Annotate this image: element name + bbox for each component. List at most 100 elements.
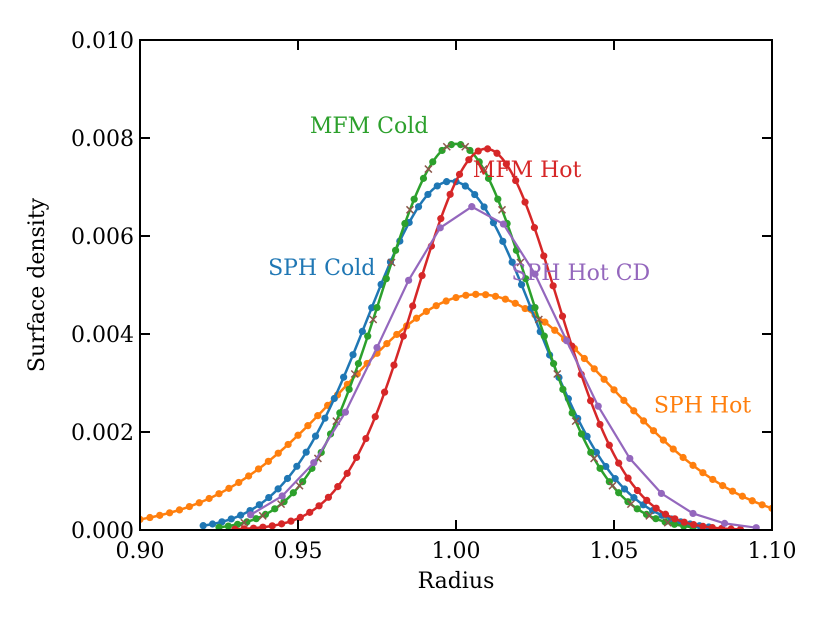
data-point	[728, 487, 737, 495]
data-point	[195, 499, 203, 507]
data-point	[310, 459, 318, 467]
x-tick-label: 1.00	[432, 539, 481, 564]
data-point	[437, 215, 445, 223]
data-point	[626, 454, 634, 463]
data-point	[315, 502, 323, 510]
data-point	[185, 502, 193, 511]
data-point	[596, 420, 604, 429]
data-point	[237, 511, 245, 519]
data-point	[235, 478, 243, 487]
data-point	[600, 375, 608, 383]
data-point	[330, 394, 338, 403]
data-point-cross	[645, 511, 654, 520]
data-point	[249, 524, 258, 530]
data-point	[436, 224, 444, 232]
data-point	[499, 237, 507, 245]
data-point	[689, 521, 698, 529]
data-point	[314, 412, 322, 420]
data-point	[268, 522, 276, 530]
data-point-cross	[405, 205, 415, 214]
data-point	[227, 515, 235, 523]
data-point	[382, 275, 390, 283]
data-point	[324, 493, 333, 501]
data-point	[274, 485, 282, 493]
data-point	[475, 158, 483, 166]
data-point	[699, 522, 707, 530]
data-point	[549, 360, 558, 368]
data-point	[659, 436, 667, 444]
data-point-cross	[516, 258, 525, 267]
data-point	[522, 275, 530, 283]
data-point	[294, 431, 302, 439]
data-point	[531, 304, 539, 312]
data-point	[558, 312, 567, 320]
data-point	[633, 505, 641, 513]
data-point	[208, 520, 217, 528]
data-point	[640, 417, 648, 425]
data-point	[465, 156, 473, 164]
data-point	[577, 430, 586, 438]
data-point	[252, 515, 260, 523]
data-point	[474, 147, 482, 155]
y-tick-label: 0.004	[71, 323, 134, 348]
data-point	[274, 449, 282, 457]
data-point	[494, 195, 502, 203]
data-point	[215, 523, 223, 530]
data-point	[245, 472, 253, 480]
data-point	[657, 489, 666, 498]
data-point	[580, 354, 588, 363]
data-point	[630, 494, 638, 502]
data-point	[443, 178, 451, 186]
data-point-cross	[387, 258, 396, 267]
data-point	[540, 252, 548, 260]
data-point	[484, 174, 493, 182]
data-point-cross	[369, 315, 378, 324]
data-point	[304, 422, 312, 430]
y-axis-title: Surface density	[25, 197, 50, 372]
data-point-cross	[442, 142, 451, 151]
data-point	[512, 176, 520, 185]
data-point	[605, 441, 613, 449]
data-point-cross	[240, 518, 249, 527]
data-point	[480, 203, 488, 211]
data-point	[224, 522, 232, 530]
data-point	[340, 373, 348, 381]
data-point	[719, 482, 727, 490]
data-point	[620, 485, 629, 493]
data-point	[442, 297, 450, 305]
data-point	[218, 518, 226, 526]
data-point-cross	[571, 417, 580, 426]
data-point	[422, 307, 430, 316]
data-point	[521, 198, 529, 206]
data-point	[633, 486, 642, 495]
data-point	[302, 448, 310, 456]
data-point	[511, 299, 519, 307]
data-point-cross	[626, 500, 635, 509]
data-point	[521, 304, 529, 313]
data-point	[643, 496, 651, 505]
data-point	[265, 493, 273, 502]
data-point-cross	[497, 205, 507, 214]
y-tick-label: 0.000	[71, 519, 134, 544]
data-point	[311, 432, 320, 440]
data-point	[602, 462, 610, 471]
data-point	[468, 203, 476, 211]
y-tick-label: 0.008	[71, 127, 134, 152]
data-point	[433, 182, 441, 190]
data-point	[278, 492, 286, 500]
data-point	[424, 190, 432, 199]
data-point	[649, 427, 658, 435]
data-point	[393, 330, 401, 339]
series-label-sph-hot-cd: SPH Hot CD	[511, 261, 650, 286]
data-point	[259, 523, 267, 530]
series-label-mfm-hot: MFM Hot	[473, 158, 582, 183]
data-point-cross	[277, 500, 286, 509]
data-point	[709, 475, 717, 484]
data-point	[689, 461, 697, 469]
data-point	[472, 290, 480, 298]
series-line-sph-cold	[203, 179, 709, 529]
data-point	[721, 519, 729, 527]
data-point	[680, 518, 688, 526]
data-point	[383, 340, 391, 348]
